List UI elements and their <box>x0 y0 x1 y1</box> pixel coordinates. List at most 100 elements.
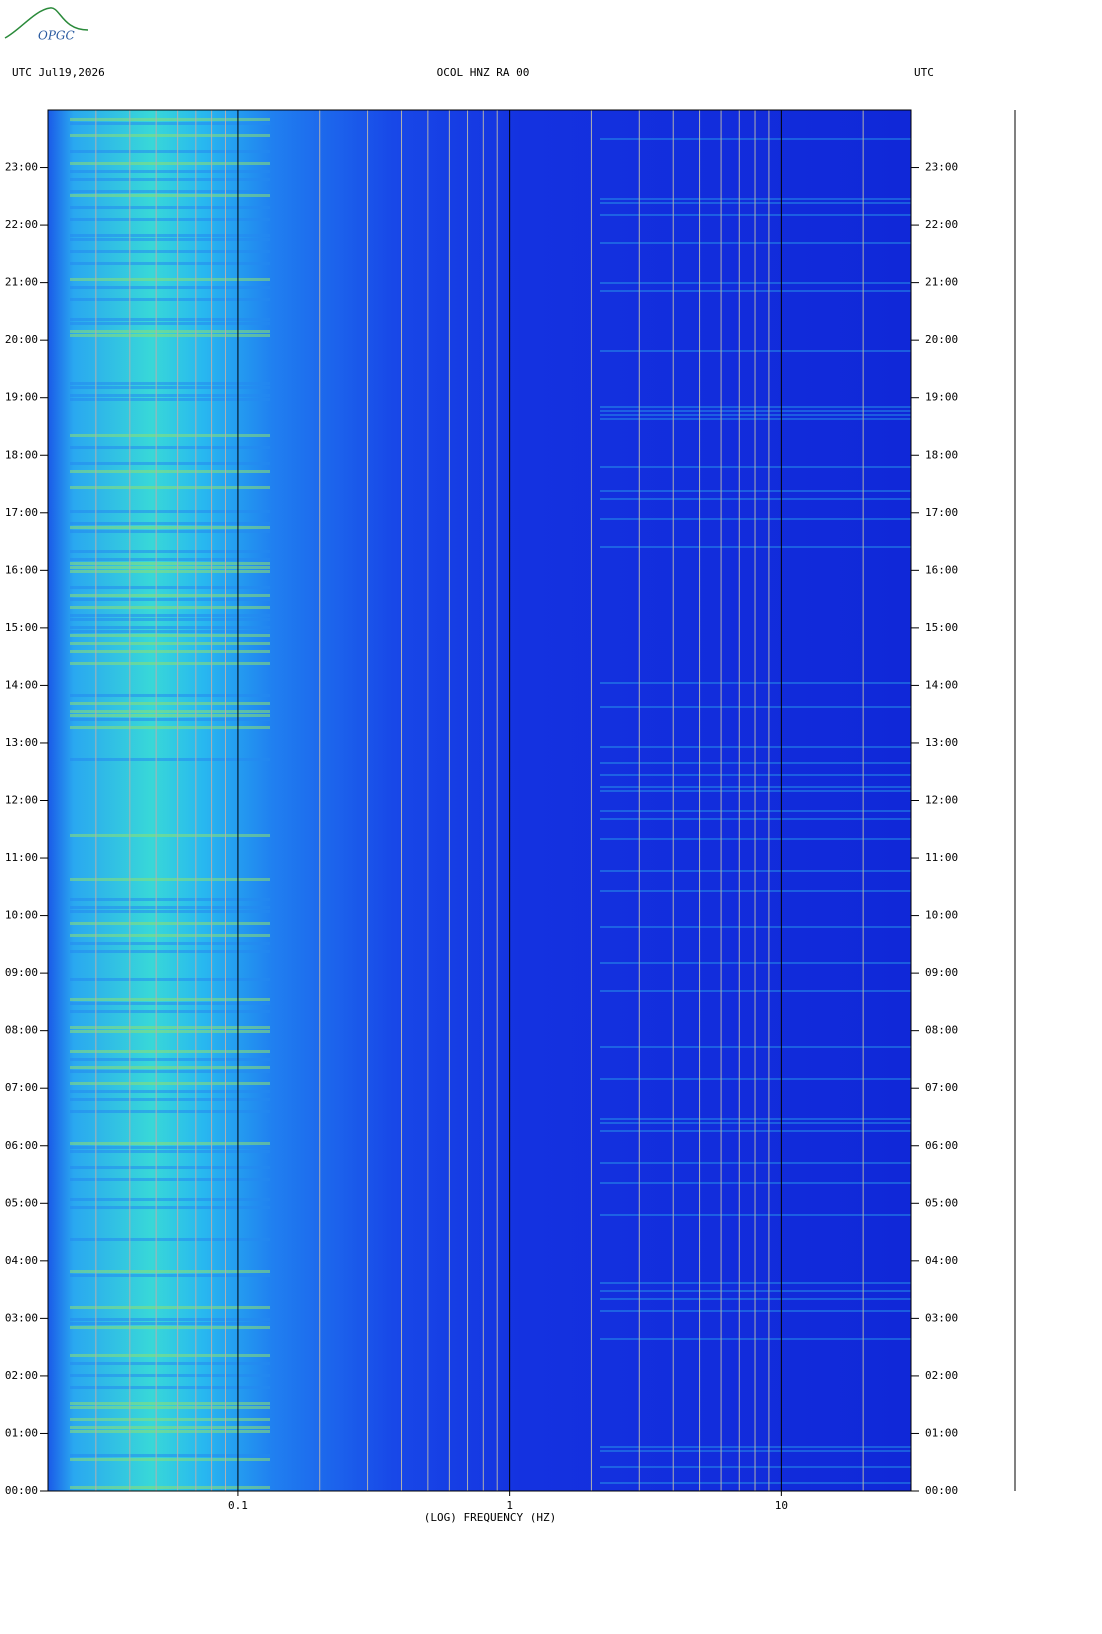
stripe <box>70 570 270 573</box>
stripe <box>70 1110 270 1113</box>
y-tick-label: 23:00 <box>5 161 38 174</box>
stripe <box>70 1198 270 1201</box>
y-tick-label: 00:00 <box>5 1484 38 1497</box>
stripe <box>70 278 270 281</box>
y-tick-label: 21:00 <box>5 276 38 289</box>
x-tick-label: 10 <box>775 1499 788 1512</box>
stripe <box>70 950 270 953</box>
header-left: UTC Jul19,2026 <box>12 66 105 79</box>
stripe <box>70 1142 270 1145</box>
stripe <box>70 1146 270 1149</box>
stripe <box>70 726 270 729</box>
stripe <box>70 566 270 569</box>
y-tick-label: 18:00 <box>925 448 958 461</box>
y-tick-label: 17:00 <box>5 506 38 519</box>
stripe <box>70 650 270 653</box>
spectrogram-field <box>48 110 911 1491</box>
stripe <box>70 318 270 321</box>
y-tick-label: 10:00 <box>925 909 958 922</box>
stripe <box>70 558 270 561</box>
y-tick-label: 16:00 <box>5 563 38 576</box>
y-tick-label: 06:00 <box>925 1139 958 1152</box>
stripe <box>70 1306 270 1309</box>
stripe <box>70 382 270 385</box>
stripe <box>70 662 270 665</box>
stripe <box>70 510 270 513</box>
y-tick-label: 11:00 <box>925 851 958 864</box>
y-tick-label: 18:00 <box>5 448 38 461</box>
y-tick-label: 15:00 <box>5 621 38 634</box>
stripe <box>70 1178 270 1181</box>
stripe <box>70 1166 270 1169</box>
y-tick-label: 22:00 <box>5 218 38 231</box>
stripe <box>70 194 270 197</box>
stripe <box>70 526 270 529</box>
stripe <box>70 1318 270 1321</box>
y-tick-label: 12:00 <box>925 794 958 807</box>
stripe <box>70 1070 270 1073</box>
stripe <box>70 1002 270 1005</box>
y-tick-label: 03:00 <box>925 1311 958 1324</box>
stripe <box>70 1050 270 1053</box>
stripe <box>70 234 270 237</box>
logo-mark <box>4 7 89 39</box>
y-tick-label: 20:00 <box>5 333 38 346</box>
y-tick-label: 03:00 <box>5 1311 38 1324</box>
stripe <box>70 330 270 333</box>
stripe <box>70 1066 270 1069</box>
stripe <box>70 1402 270 1405</box>
stripe <box>70 834 270 837</box>
x-tick-label: 1 <box>506 1499 513 1512</box>
stripe <box>70 942 270 945</box>
stripe <box>70 1430 270 1433</box>
y-tick-label: 09:00 <box>5 966 38 979</box>
y-tick-label: 08:00 <box>5 1024 38 1037</box>
y-tick-label: 02:00 <box>925 1369 958 1382</box>
stripe <box>70 1486 270 1489</box>
stripe <box>70 1238 270 1241</box>
stripe <box>70 170 270 173</box>
stripe <box>70 618 270 621</box>
stripe <box>70 1098 270 1101</box>
stripe <box>70 334 270 337</box>
stripe <box>70 1082 270 1085</box>
y-tick-label: 16:00 <box>925 563 958 576</box>
stripe <box>70 250 270 253</box>
stripe <box>70 1426 270 1429</box>
stripe <box>70 906 270 909</box>
stripe <box>70 1322 270 1325</box>
stripe <box>70 446 270 449</box>
stripe <box>70 530 270 533</box>
stripe <box>70 470 270 473</box>
stripe <box>70 702 270 705</box>
y-tick-label: 05:00 <box>925 1196 958 1209</box>
stripe <box>70 934 270 937</box>
stripe <box>70 878 270 881</box>
y-tick-label: 06:00 <box>5 1139 38 1152</box>
stripe <box>70 462 270 465</box>
stripe <box>70 1326 270 1329</box>
stripe <box>70 394 270 397</box>
stripe <box>70 150 270 153</box>
stripe <box>70 1386 270 1389</box>
stripe <box>70 1010 270 1013</box>
stripe <box>70 694 270 697</box>
y-tick-label: 19:00 <box>5 391 38 404</box>
stripe <box>70 162 270 165</box>
stripe <box>70 190 270 193</box>
stripe <box>70 1150 270 1153</box>
stripe <box>70 178 270 181</box>
stripe <box>70 606 270 609</box>
y-tick-label: 01:00 <box>925 1426 958 1439</box>
y-tick-label: 22:00 <box>925 218 958 231</box>
y-tick-label: 00:00 <box>925 1484 958 1497</box>
stripe <box>70 630 270 633</box>
stripe <box>70 1374 270 1377</box>
y-tick-label: 11:00 <box>5 851 38 864</box>
y-tick-label: 14:00 <box>5 678 38 691</box>
stripe <box>70 594 270 597</box>
stripe <box>70 286 270 289</box>
stripe <box>70 1058 270 1061</box>
